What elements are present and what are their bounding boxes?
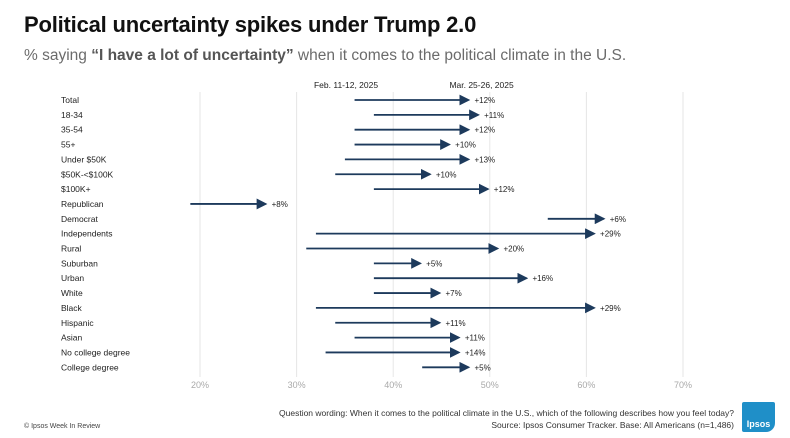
chart-row: Republican +8% [61, 198, 288, 210]
change-label: +5% [474, 363, 490, 372]
chart-row: Independents +29% [61, 228, 621, 240]
question-wording: Question wording: When it comes to the p… [279, 408, 734, 418]
change-label: +10% [436, 170, 457, 179]
change-label: +29% [600, 230, 621, 239]
subtitle-prefix: % saying [24, 47, 92, 64]
change-label: +10% [455, 141, 476, 150]
change-label: +16% [532, 274, 553, 283]
x-tick-label: 30% [288, 380, 306, 390]
chart-row: Total +12% [61, 94, 495, 106]
row-label: Hispanic [61, 318, 94, 328]
chart-row: No college degree +14% [61, 347, 486, 358]
row-label: 35-54 [61, 125, 83, 135]
row-label: Asian [61, 333, 83, 343]
chart-row: 18-34 +11% [61, 109, 504, 121]
row-label: Suburban [61, 258, 98, 268]
chart-row: 35-54 +12% [61, 124, 495, 136]
ipsos-logo: Ipsos [742, 402, 775, 432]
chart-row: Asian +11% [61, 332, 485, 344]
series-start-label: Feb. 11-12, 2025 [314, 80, 378, 90]
x-tick-label: 60% [577, 380, 595, 390]
row-label: Rural [61, 244, 81, 254]
row-label: Under $50K [61, 154, 107, 164]
row-label: No college degree [61, 347, 130, 357]
chart-row: Hispanic +11% [61, 317, 466, 329]
change-label: +7% [446, 289, 462, 298]
page-subtitle: % saying “I have a lot of uncertainty” w… [24, 47, 626, 65]
x-tick-label: 70% [674, 380, 692, 390]
change-label: +20% [503, 245, 524, 254]
change-label: +29% [600, 304, 621, 313]
series-headers: Feb. 11-12, 2025 Mar. 25-26, 2025 [314, 80, 514, 90]
x-tick-label: 20% [191, 380, 209, 390]
chart-rows: Total +12% 18-34 +11% 35-54 +12% 55+ +10% Under … [61, 94, 626, 373]
copyright: © Ipsos Week In Review [24, 423, 101, 430]
logo-text: Ipsos [746, 419, 771, 429]
row-label: $100K+ [61, 184, 91, 194]
row-label: Urban [61, 273, 84, 283]
row-label: Total [61, 95, 79, 105]
source-note: Source: Ipsos Consumer Tracker. Base: Al… [491, 420, 734, 430]
chart-row: Rural +20% [61, 243, 524, 254]
change-label: +13% [474, 155, 495, 164]
chart-row: $50K-<$100K +10% [61, 168, 457, 180]
chart-row: 55+ +10% [61, 139, 476, 150]
row-label: 55+ [61, 140, 75, 150]
change-label: +8% [272, 200, 288, 209]
row-label: Independents [61, 229, 113, 239]
row-label: Democrat [61, 214, 98, 224]
change-label: +6% [610, 215, 626, 224]
uncertainty-change-chart: Feb. 11-12, 2025 Mar. 25-26, 2025 Total +1… [61, 80, 692, 390]
row-label: Republican [61, 199, 104, 209]
change-label: +11% [465, 334, 485, 343]
x-tick-label: 40% [384, 380, 402, 390]
change-label: +12% [474, 126, 495, 135]
chart-row: Black +29% [61, 302, 621, 314]
row-label: 18-34 [61, 110, 83, 120]
change-label: +12% [494, 185, 515, 194]
x-tick-label: 50% [481, 380, 499, 390]
row-label: College degree [61, 362, 119, 372]
series-end-label: Mar. 25-26, 2025 [449, 80, 514, 90]
change-label: +11% [446, 319, 466, 328]
chart-row: White +7% [61, 287, 462, 299]
footnote: Question wording: When it comes to the p… [279, 407, 734, 431]
change-label: +14% [465, 348, 486, 357]
row-label: Black [61, 303, 83, 313]
chart-row: Urban +16% [61, 272, 553, 284]
page-title: Political uncertainty spikes under Trump… [24, 12, 477, 37]
row-label: $50K-<$100K [61, 169, 114, 179]
x-axis-ticks: 20% 30% 40% 50% 60% 70% [191, 380, 692, 390]
change-label: +5% [426, 259, 442, 268]
chart-row: $100K+ +12% [61, 183, 515, 195]
chart-row: Under $50K +13% [61, 153, 495, 165]
change-label: +12% [474, 96, 495, 105]
chart-row: College degree +5% [61, 361, 491, 373]
subtitle-quote: “I have a lot of uncertainty” [91, 47, 294, 64]
chart-row: Suburban +5% [61, 257, 442, 269]
subtitle-suffix: when it comes to the political climate i… [293, 47, 627, 64]
row-label: White [61, 288, 83, 298]
change-label: +11% [484, 111, 504, 120]
chart-row: Democrat +6% [61, 213, 626, 225]
